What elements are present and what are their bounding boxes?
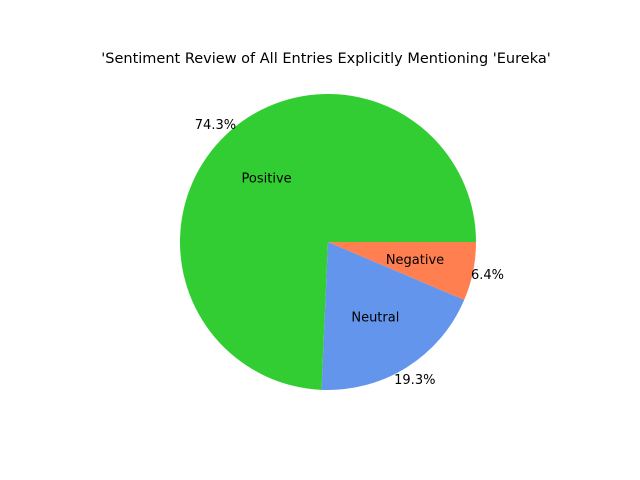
pie-labels: Positive 74.3% Neutral 19.3% Negative 6.4% (195, 118, 504, 388)
pie-slice-negative (328, 242, 476, 300)
chart-title: 'Sentiment Review of All Entries Explici… (101, 51, 550, 67)
slice-label-positive: Positive (242, 171, 292, 186)
pie-slices (180, 94, 477, 390)
slice-percent-neutral: 19.3% (394, 373, 435, 388)
slice-percent-positive: 74.3% (195, 118, 236, 133)
pie-slice-neutral (321, 242, 465, 390)
pie-slice-positive (180, 94, 477, 390)
slice-percent-negative: 6.4% (471, 268, 504, 283)
slice-label-neutral: Neutral (351, 311, 399, 326)
slice-label-negative: Negative (386, 253, 444, 268)
